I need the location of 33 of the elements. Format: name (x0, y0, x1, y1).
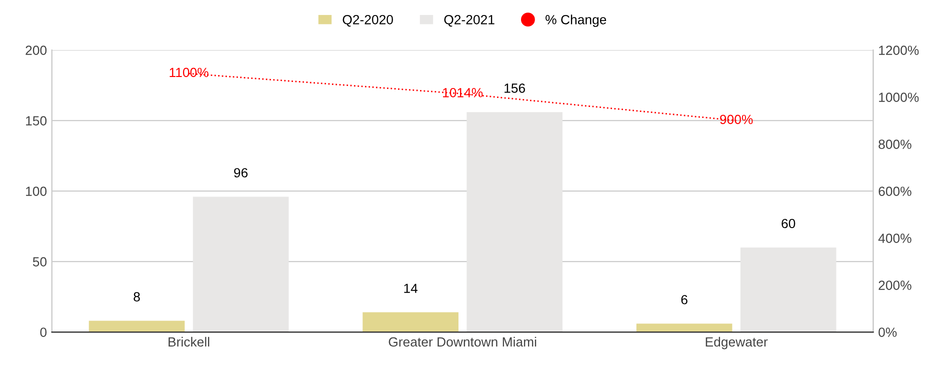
y2-tick-label: 200% (878, 280, 912, 290)
legend-label: Q2-2021 (444, 14, 494, 27)
x-tick-label: Edgewater (706, 336, 768, 350)
bar (466, 112, 562, 332)
y2-tick-label: 600% (878, 186, 912, 196)
data-label: 8 (134, 292, 140, 302)
data-label: 96 (234, 168, 248, 178)
x-tick-label: Greater Downtown Miami (388, 336, 536, 347)
bar (740, 247, 836, 332)
data-label: 900% (720, 114, 753, 124)
data-label: 1100% (170, 68, 208, 78)
y2-tick-label: 800% (878, 140, 912, 149)
y2-tick-label: 1200% (879, 46, 919, 55)
data-label: 60 (782, 218, 796, 228)
data-label: 156 (504, 84, 526, 93)
y-tick-label: 50 (32, 257, 47, 266)
x-tick-label: Brickell (168, 336, 210, 347)
y2-tick-label: 1000% (879, 92, 919, 102)
y-tick-label: 0 (40, 328, 47, 337)
data-label: 6 (681, 294, 688, 304)
bar (192, 196, 289, 332)
bar (88, 320, 185, 332)
y-tick-label: 150 (26, 116, 47, 126)
y2-tick-label: 400% (878, 234, 912, 243)
data-label: 14 (404, 284, 418, 293)
legend-label: % Change (546, 14, 606, 27)
legend-label: Q2-2020 (342, 14, 393, 27)
y-tick-label: 100 (26, 186, 47, 196)
y2-tick-label: 0% (878, 328, 897, 337)
y-tick-label: 200 (26, 46, 47, 55)
data-label: 1014% (443, 88, 483, 98)
bar (362, 312, 458, 332)
bar (636, 324, 732, 332)
